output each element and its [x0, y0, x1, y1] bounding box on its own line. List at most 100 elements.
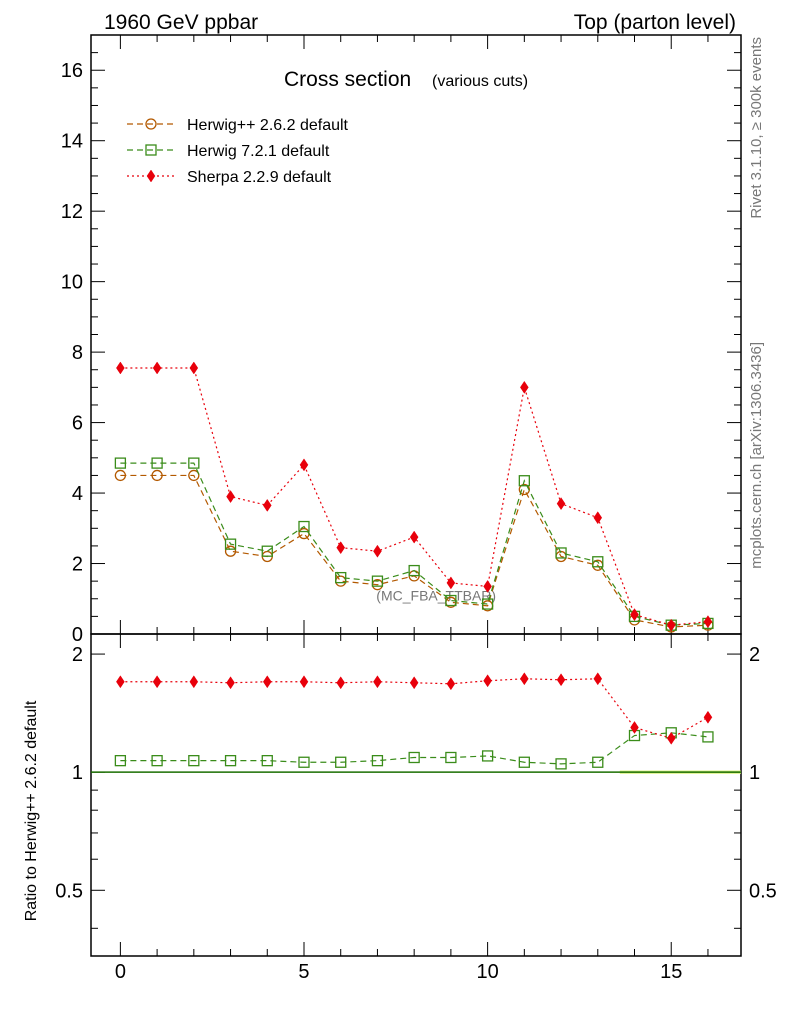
ratio-data-point: [114, 754, 127, 767]
ratio-data-point: [298, 756, 310, 768]
ratio-data-point: [336, 676, 346, 690]
legend-label: Herwig++ 2.6.2 default: [187, 117, 349, 134]
legend: Herwig++ 2.6.2 default Herwig 7.2.1 defau…: [127, 117, 349, 186]
ratio-data-point: [445, 751, 457, 764]
ratio-data-point: [335, 756, 347, 768]
ratio-series-group: [114, 672, 714, 770]
xtick-labels: 0 5 10 15: [115, 961, 683, 983]
main-ytick-label: 0: [72, 624, 83, 646]
main-data-point: [152, 361, 162, 375]
main-ytick-label: 2: [72, 554, 83, 576]
ratio-data-point: [409, 676, 419, 690]
main-data-point: [518, 475, 530, 487]
main-data-point: [261, 545, 273, 557]
main-ytick-label: 4: [72, 483, 83, 505]
legend-marker: [145, 144, 157, 156]
ratio-ytick-label-left: 2: [72, 644, 83, 666]
main-data-point: [373, 544, 382, 558]
main-ytick-labels: 0 2 4 6 8 10 12 14 16: [61, 60, 83, 646]
ratio-data-point: [373, 675, 382, 689]
xtick-label: 15: [660, 961, 682, 983]
main-data-point: [592, 556, 604, 568]
main-ytick-label: 12: [61, 201, 83, 223]
ratio-ytick-label-right: 1: [749, 762, 760, 784]
main-series-0: [114, 469, 714, 633]
main-data-point: [409, 530, 419, 544]
ratio-data-point: [189, 675, 199, 689]
main-data-point: [262, 498, 272, 512]
legend-entry: Sherpa 2.2.9 default: [127, 169, 332, 186]
xtick-label: 10: [476, 961, 498, 983]
main-series-line: [120, 474, 708, 628]
main-data-point: [226, 490, 235, 504]
legend-entry: Herwig 7.2.1 default: [127, 143, 330, 160]
main-data-point: [593, 511, 603, 525]
ratio-data-point: [666, 731, 676, 745]
ratio-data-point: [188, 754, 200, 767]
mcplots-label: mcplots.cern.ch [arXiv:1306.3436]: [748, 342, 765, 569]
rivet-version-label: Rivet 3.1.10, ≥ 300k events: [748, 37, 765, 219]
main-data-point: [189, 361, 199, 375]
main-ytick-label: 14: [61, 131, 83, 153]
main-data-point: [336, 541, 346, 555]
main-series-2: [116, 361, 713, 632]
main-data-point: [408, 564, 420, 577]
main-data-point: [188, 469, 200, 482]
ratio-data-point: [262, 675, 272, 689]
main-data-point: [114, 457, 127, 469]
main-panel: 0 2 4 6 8 10 12 14 16 Cross section (various cut…: [61, 34, 742, 646]
ratio-series-0: [114, 727, 714, 770]
main-data-point: [335, 571, 347, 584]
ratio-ytick-label-left: 0.5: [55, 880, 83, 902]
ratio-data-point: [116, 675, 125, 689]
ratio-series-line: [120, 732, 709, 765]
ratio-data-point: [408, 751, 420, 764]
ratio-y-axis-label: Ratio to Herwig++ 2.6.2 default: [23, 700, 40, 921]
main-data-point: [556, 497, 566, 511]
chart-title: Cross section: [284, 68, 411, 91]
header-right-title: Top (parton level): [574, 11, 736, 34]
main-data-point: [116, 361, 125, 375]
ratio-reference-band: [91, 770, 741, 774]
ratio-data-point: [520, 672, 529, 686]
main-data-point: [446, 576, 456, 590]
main-data-point: [298, 520, 310, 533]
ratio-ytick-label-right: 0.5: [749, 880, 777, 902]
ratio-ytick-labels: 0.5 0.5 1 1 2 2: [55, 644, 777, 902]
ratio-data-point: [224, 754, 237, 767]
legend-entry: Herwig++ 2.6.2 default: [127, 117, 349, 134]
ratio-data-point: [261, 754, 273, 767]
main-data-point: [666, 618, 676, 632]
ratio-panel: 0.5 0.5 1 1 2 2 0 5 10 15 Ratio to Herwig++ 2.6.…: [23, 633, 777, 983]
ratio-data-point: [592, 756, 604, 768]
main-ytick-label: 10: [61, 272, 83, 294]
main-data-point: [151, 469, 163, 482]
main-series-group: [114, 361, 714, 633]
main-data-point: [188, 457, 200, 469]
main-data-point: [630, 608, 639, 622]
ratio-data-point: [630, 721, 639, 734]
main-data-point: [114, 469, 127, 482]
ratio-data-point: [555, 758, 567, 770]
ratio-data-point: [593, 672, 603, 686]
main-series-1: [114, 457, 714, 631]
ratio-series-1: [116, 672, 713, 745]
main-data-point: [445, 594, 457, 607]
ratio-data-point: [481, 750, 494, 762]
main-series-line: [120, 462, 708, 626]
chart-subtitle: (various cuts): [432, 73, 528, 90]
legend-marker: [145, 118, 157, 130]
main-ytick-label: 16: [61, 60, 83, 82]
ratio-data-point: [483, 674, 492, 688]
main-data-point: [483, 579, 492, 593]
legend-marker: [146, 169, 156, 183]
main-data-point: [298, 527, 310, 540]
main-data-point: [371, 575, 384, 587]
main-ytick-label: 6: [72, 413, 83, 435]
legend-label: Sherpa 2.2.9 default: [187, 169, 332, 186]
ratio-ytick-label-right: 2: [749, 644, 760, 666]
ratio-data-point: [446, 677, 456, 691]
ratio-frame: [90, 633, 742, 957]
header-left-title: 1960 GeV ppbar: [104, 11, 258, 34]
